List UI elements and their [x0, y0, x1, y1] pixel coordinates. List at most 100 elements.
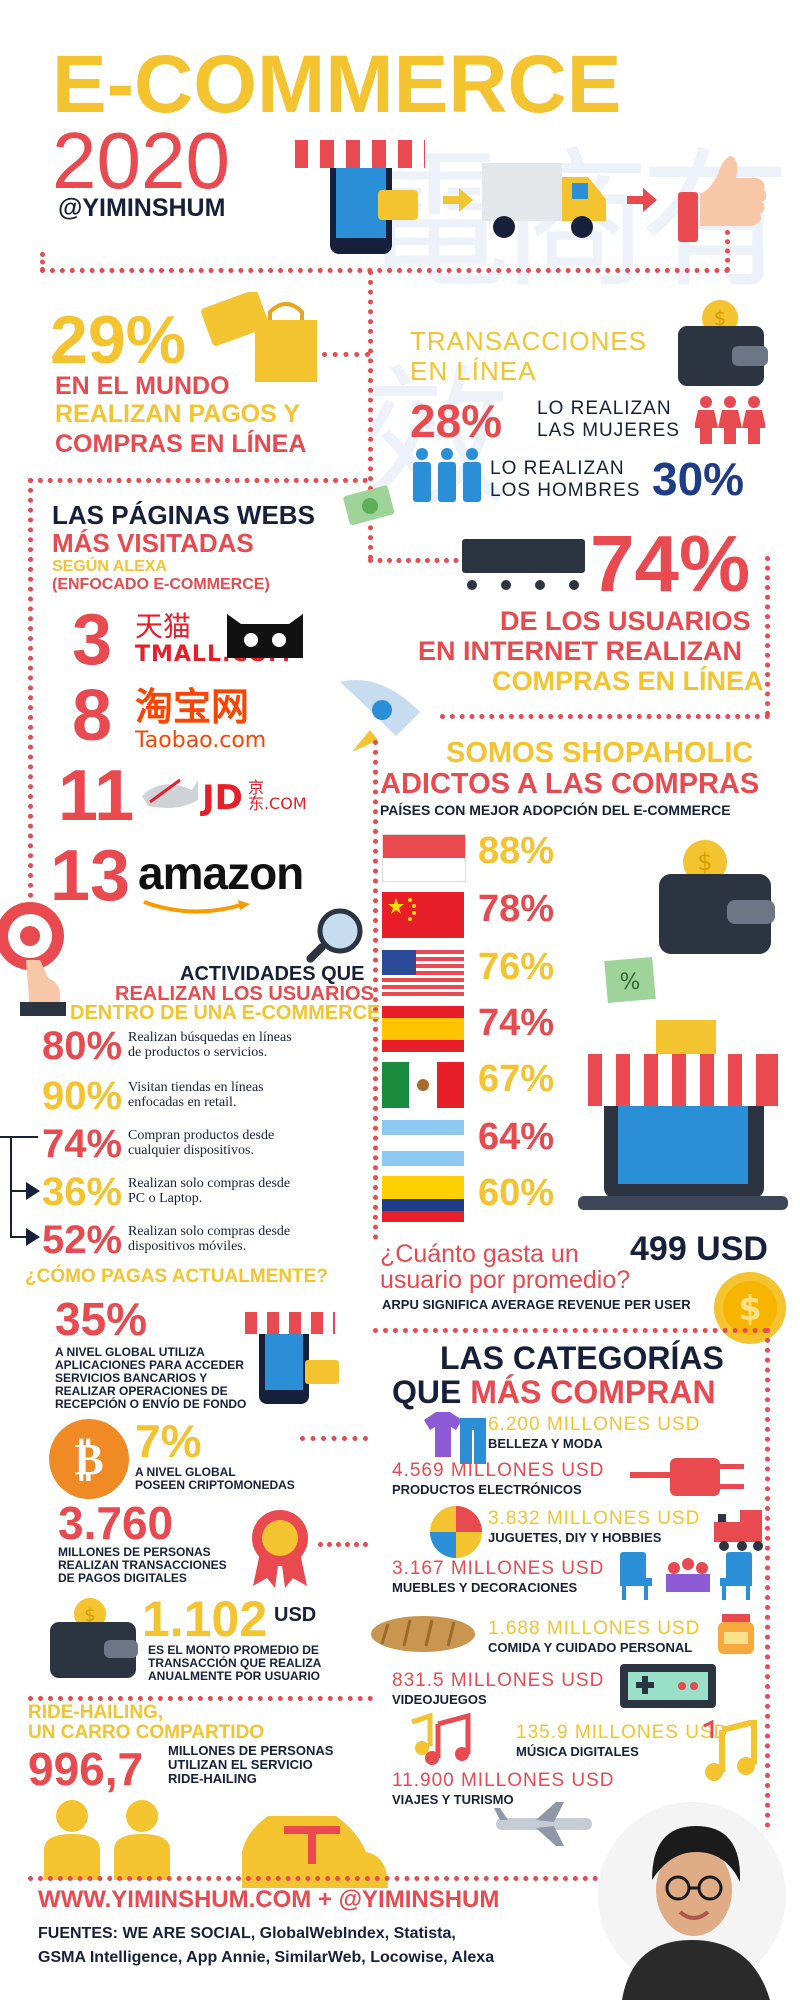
- category-label: PRODUCTOS ELECTRÓNICOS: [392, 1482, 582, 1497]
- bitcoin-icon: ₿: [48, 1418, 130, 1505]
- activity-desc: Realizan búsquedas en líneas de productos…: [128, 1030, 292, 1060]
- category-label: MÚSICA DIGITALES: [516, 1744, 639, 1759]
- crypto-pct: 7%: [135, 1415, 202, 1467]
- internet-line2: EN INTERNET REALIZAN: [418, 636, 742, 666]
- country-pct: 74%: [478, 1002, 555, 1044]
- truck-icon: [482, 155, 612, 250]
- beach-ball-icon: [428, 1504, 484, 1565]
- category-value: 831.5 MILLONES USD: [392, 1670, 605, 1691]
- music-note-icon: [700, 1718, 760, 1789]
- shopaholic-subtitle: PAÍSES CON MEJOR ADOPCIÓN DEL E-COMMERCE: [380, 802, 731, 818]
- category-value: 6.200 MILLONES USD: [488, 1414, 701, 1435]
- activity-desc: Realizan solo compras desde dispositivos …: [128, 1224, 291, 1254]
- world-line1: EN EL MUNDO: [55, 372, 230, 400]
- arrow-right-icon: [26, 1182, 40, 1200]
- discount-ticket-icon: %: [600, 955, 660, 1010]
- men-pct: 30%: [652, 453, 745, 505]
- svg-text:$: $: [738, 1289, 762, 1329]
- activity-pct: 80%: [42, 1024, 123, 1068]
- bracket-line: [0, 1136, 38, 1138]
- activity-pct: 36%: [42, 1170, 123, 1214]
- transactions-title1: TRANSACCIONES: [410, 326, 647, 356]
- activity-desc: Realizan solo compras desde PC o Laptop.: [128, 1176, 291, 1206]
- activity-pct: 90%: [42, 1074, 123, 1118]
- bread-icon: [368, 1610, 478, 1659]
- country-pct: 88%: [478, 830, 555, 872]
- category-label: BELLEZA Y MODA: [488, 1436, 603, 1451]
- category-label: MUEBLES Y DECORACIONES: [392, 1580, 578, 1595]
- ride-num: 996,7: [28, 1743, 144, 1795]
- coin-icon: $: [712, 1270, 788, 1351]
- bracket-line: [10, 1190, 26, 1192]
- country-pct: 64%: [478, 1116, 555, 1158]
- categories-title2: QUE MÁS COMPRAN: [392, 1374, 716, 1410]
- category-value: 135.9 MILLONES USD: [516, 1722, 729, 1743]
- category-label: VIAJES Y TURISMO: [392, 1792, 514, 1807]
- taobao-logo: 淘宝网 Taobao.com: [135, 685, 267, 753]
- amazon-logo: amazon: [138, 846, 304, 921]
- jd-dog-icon: [140, 776, 200, 821]
- world-line3: COMPRAS EN LÍNEA: [55, 430, 307, 458]
- year-label: 2020: [52, 116, 230, 205]
- tmall-cat-icon: [225, 610, 305, 667]
- category-value: 3.167 MILLONES USD: [392, 1558, 605, 1579]
- author-avatar: [592, 1800, 800, 2000]
- footer-sources: FUENTES: WE ARE SOCIAL, GlobalWebIndex, …: [38, 1925, 495, 1966]
- arpu-question2: usuario por promedio?: [380, 1266, 631, 1294]
- svg-text:$: $: [697, 848, 712, 876]
- svg-text:₿: ₿: [74, 1434, 103, 1485]
- sites-sub1: SEGÚN ALEXA: [52, 558, 167, 575]
- card-bag-icon: [200, 290, 320, 397]
- shopaholic-title1: SOMOS SHOPAHOLIC: [446, 737, 754, 769]
- payments-title: ¿CÓMO PAGAS ACTUALMENTE?: [25, 1266, 328, 1287]
- thumbs-up-icon: [676, 150, 767, 250]
- digital-desc: MILLONES DE PERSONAS REALIZAN TRANSACCION…: [58, 1545, 227, 1585]
- amazon-smile-icon: [143, 900, 250, 914]
- arpu-note: ARPU SIGNIFICA AVERAGE REVENUE PER USER: [382, 1297, 691, 1312]
- rank-amazon: 13: [50, 836, 131, 916]
- money-icon: [340, 482, 400, 537]
- people-icon: [38, 1800, 188, 1885]
- category-value: 1.688 MILLONES USD: [488, 1618, 701, 1639]
- arrow-right-icon: [26, 1228, 40, 1246]
- phone-store-icon: [245, 1308, 345, 1413]
- categories-title1: LAS CATEGORÍAS: [440, 1340, 724, 1376]
- rank-jd: 11: [58, 756, 135, 836]
- activity-pct: 52%: [42, 1218, 123, 1262]
- activities-title1: ACTIVIDADES QUE: [180, 963, 365, 985]
- arrow-right-icon: [443, 188, 473, 217]
- activity-desc: Visitan tiendas en líneas enfocadas en re…: [128, 1080, 264, 1110]
- category-label: COMIDA Y CUIDADO PERSONAL: [488, 1640, 693, 1655]
- game-controller-icon: [620, 1664, 716, 1713]
- sites-title1: LAS PÁGINAS WEBS: [52, 500, 315, 530]
- activity-desc: Compran productos desde cualquier disposi…: [128, 1128, 275, 1158]
- flag-spain-icon: [382, 1006, 464, 1052]
- crypto-desc: A NIVEL GLOBAL POSEEN CRIPTOMONEDAS: [135, 1465, 295, 1492]
- page-title: E-COMMERCE: [52, 39, 622, 130]
- activity-pct: 74%: [42, 1122, 123, 1166]
- rank-tmall: 3: [72, 600, 113, 680]
- flag-argentina-icon: [382, 1120, 464, 1166]
- women-line2: LAS MUJERES: [537, 420, 680, 441]
- apps-pct: 35%: [55, 1293, 148, 1345]
- footer-url[interactable]: WWW.YIMINSHUM.COM + @YIMINSHUM: [38, 1886, 500, 1913]
- jd-logo: JD 京东.COM: [202, 778, 307, 818]
- car-icon: [222, 1806, 392, 1895]
- internet-pct: 74%: [590, 519, 751, 608]
- avg-desc: ES EL MONTO PROMEDIO DE TRANSACCIÓN QUE R…: [148, 1643, 322, 1683]
- sites-sub2: (ENFOCADO E-COMMERCE): [52, 576, 270, 593]
- bracket-line: [10, 1236, 26, 1238]
- flag-china-icon: [382, 892, 464, 938]
- arpu-value: 499 USD: [630, 1230, 768, 1268]
- category-value: 4.569 MILLONES USD: [392, 1460, 605, 1481]
- wallet-icon: $: [672, 298, 768, 395]
- plug-icon: [630, 1452, 750, 1507]
- bracket-line: [10, 1136, 12, 1236]
- ride-title1: RIDE-HAILING,: [28, 1702, 164, 1723]
- carts-icon: [460, 535, 590, 600]
- laptop-store-icon: [578, 1018, 788, 1223]
- men-line1: LO REALIZAN: [490, 458, 625, 479]
- category-value: 3.832 MILLONES USD: [488, 1508, 701, 1529]
- furniture-icon: [618, 1546, 758, 1607]
